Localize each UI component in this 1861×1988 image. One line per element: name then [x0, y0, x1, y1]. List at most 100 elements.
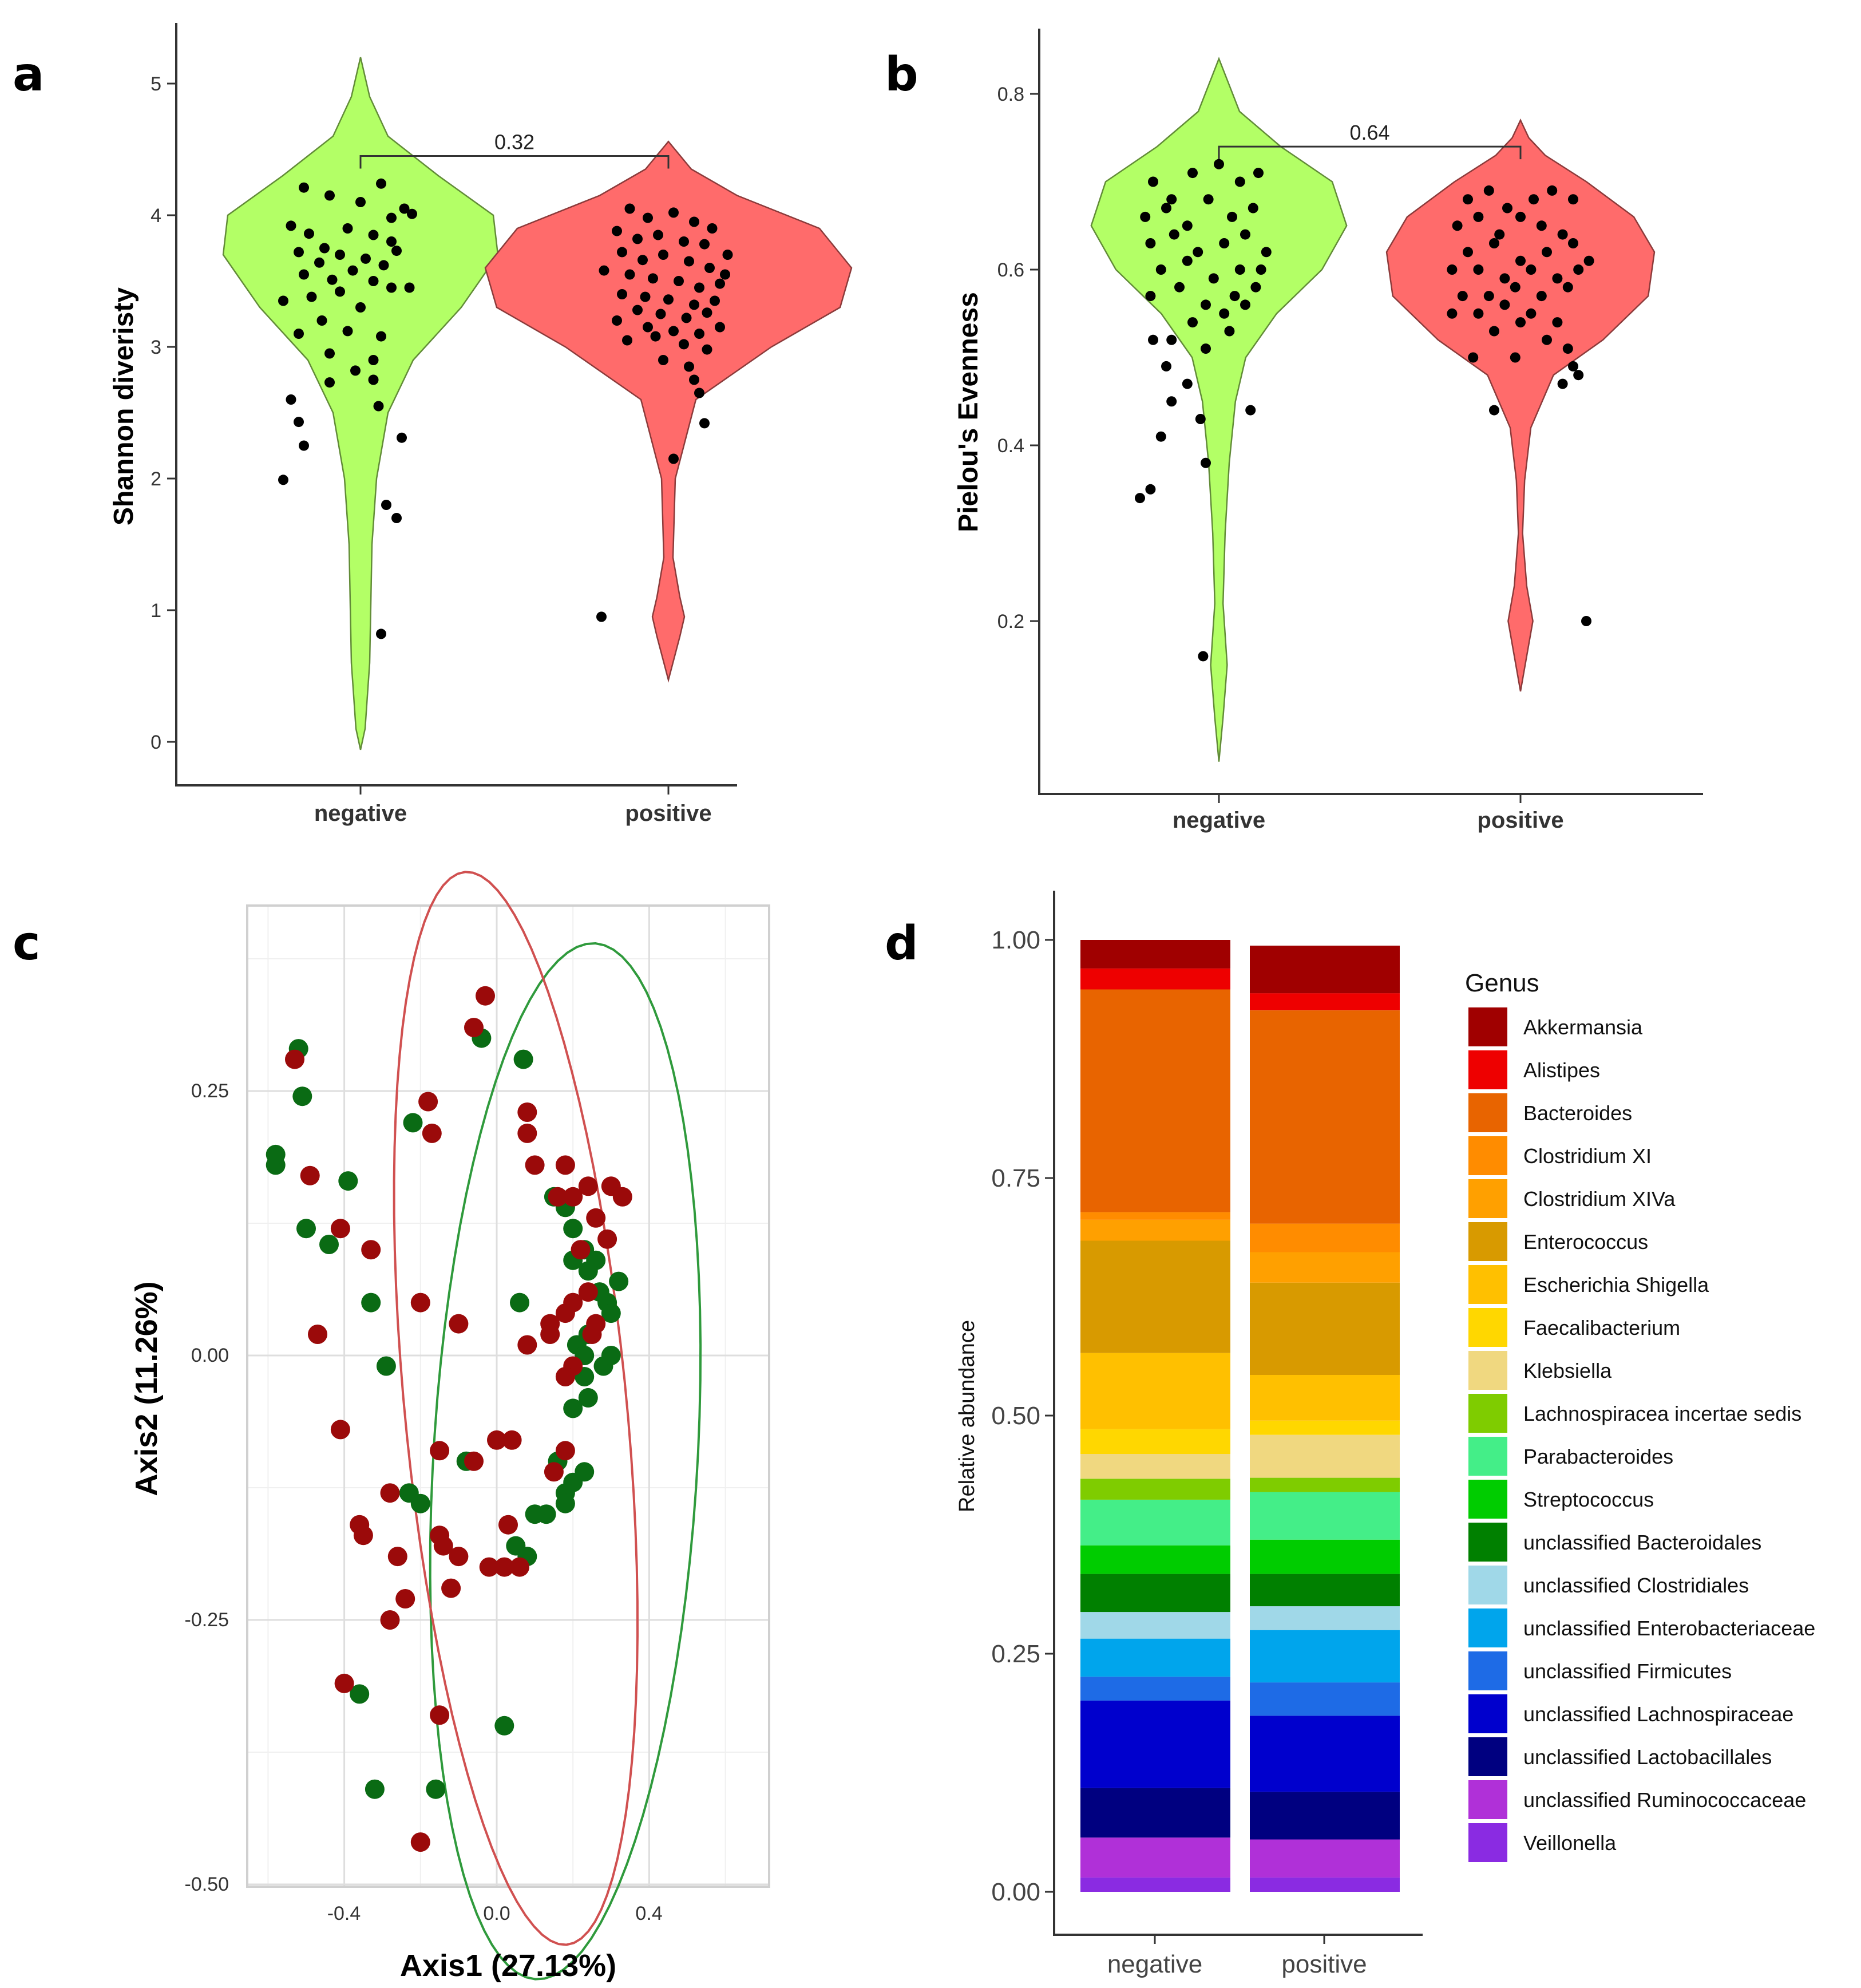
panel-d-y-axis-title: Relative abundance: [955, 1320, 979, 1512]
data-point-negative: [1182, 255, 1193, 266]
scatter-point-positive: [464, 1451, 484, 1471]
scatter-point-positive: [380, 1483, 400, 1503]
data-point-negative: [316, 315, 327, 326]
data-point-negative: [314, 257, 324, 268]
data-point-negative: [381, 500, 391, 510]
legend-item: Clostridium XIVa: [1468, 1179, 1676, 1218]
scatter-point-negative: [563, 1219, 583, 1239]
data-point-negative: [1219, 308, 1230, 319]
legend-item: Parabacteroides: [1468, 1437, 1673, 1476]
data-point-negative: [294, 247, 304, 258]
scatter-point-positive: [449, 1547, 469, 1567]
panel-a: a 0 1 2 3 4 5 negative positive Shannon …: [13, 23, 853, 826]
scatter-point-positive: [380, 1610, 400, 1630]
data-point-negative: [368, 230, 379, 240]
data-point-negative: [368, 355, 379, 365]
panel-c-x-tick-label: 0.4: [635, 1903, 662, 1924]
scatter-point-negative: [399, 1483, 419, 1503]
data-point-negative: [376, 178, 386, 189]
panel-a-y-tick-label: 5: [151, 73, 161, 95]
panel-c-y-tick-label: -0.50: [185, 1874, 229, 1895]
legend-swatch: [1468, 1050, 1507, 1089]
scatter-point-negative: [361, 1293, 381, 1313]
bar-segment: [1080, 1612, 1230, 1639]
scatter-point-positive: [544, 1462, 564, 1482]
data-point-negative: [1229, 291, 1240, 302]
scatter-point-positive: [422, 1123, 442, 1143]
bar-segment: [1080, 1219, 1230, 1241]
legend-label: unclassified Lactobacillales: [1523, 1745, 1772, 1769]
data-point-negative: [1201, 457, 1211, 468]
data-point-positive: [1562, 343, 1573, 354]
data-point-positive: [643, 322, 653, 333]
panel-b-x-tick-label: positive: [1477, 808, 1563, 833]
bar-segment: [1250, 1223, 1400, 1252]
data-point-negative: [1193, 247, 1203, 258]
panel-a-y-tick-label: 4: [151, 205, 161, 227]
data-point-positive: [617, 289, 627, 299]
bar-segment: [1250, 1420, 1400, 1435]
bar-segment: [1250, 1606, 1400, 1630]
scatter-point-negative: [296, 1219, 316, 1239]
panel-d-y-tick-label: 0.00: [991, 1878, 1040, 1906]
scatter-point-negative: [403, 1113, 423, 1133]
data-point-negative: [304, 228, 314, 239]
bar-segment: [1250, 1574, 1400, 1607]
data-point-negative: [324, 348, 335, 359]
data-point-negative: [278, 295, 288, 306]
panel-c-x-ticks: -0.4 0.0 0.4: [327, 1903, 663, 1924]
data-point-negative: [1234, 176, 1245, 187]
data-point-positive: [1552, 273, 1563, 284]
data-point-negative: [299, 269, 309, 280]
data-point-negative: [1166, 334, 1177, 345]
scatter-point-positive: [410, 1832, 430, 1852]
bar-segment: [1080, 1479, 1230, 1500]
bar-segment: [1250, 1839, 1400, 1878]
legend-label: Parabacteroides: [1523, 1445, 1673, 1468]
panel-a-x-tick-label: positive: [625, 801, 711, 826]
data-point-positive: [650, 331, 661, 342]
data-point-positive: [679, 339, 689, 350]
scatter-point-positive: [330, 1420, 350, 1440]
data-point-positive: [1547, 185, 1558, 196]
bar-segment: [1250, 1477, 1400, 1492]
scatter-point-positive: [517, 1102, 537, 1122]
data-point-positive: [1536, 291, 1547, 302]
scatter-point-positive: [494, 1557, 514, 1577]
legend-swatch: [1468, 1394, 1507, 1433]
legend-swatch: [1468, 1737, 1507, 1776]
panel-a-violins: [222, 57, 853, 750]
bar-segment: [1080, 1574, 1230, 1612]
bar-segment: [1250, 1630, 1400, 1683]
data-point-negative: [407, 208, 417, 219]
panel-a-y-tick-label: 1: [151, 600, 161, 622]
data-point-positive: [1473, 264, 1484, 275]
scatter-point-negative: [609, 1271, 629, 1291]
data-point-positive: [1515, 255, 1526, 266]
data-point-negative: [294, 417, 304, 428]
scatter-point-negative: [494, 1716, 514, 1736]
data-point-positive: [699, 418, 710, 429]
legend-label: Veillonella: [1523, 1831, 1617, 1855]
panel-c: c -0.4 0.0 0.4 0.25 0.00 -0.25 -0.50 Axi…: [13, 871, 770, 1983]
panel-a-letter: a: [13, 48, 44, 102]
panel-c-y-tick-label: 0.25: [191, 1080, 229, 1102]
legend-item: Klebsiella: [1468, 1351, 1612, 1390]
data-point-negative: [1219, 238, 1230, 248]
bar-segment: [1250, 1375, 1400, 1421]
data-point-positive: [715, 322, 725, 333]
data-point-positive: [694, 282, 704, 293]
legend-item: Alistipes: [1468, 1050, 1600, 1089]
bar-segment: [1250, 1282, 1400, 1375]
scatter-point-positive: [433, 1536, 453, 1556]
data-point-negative: [1227, 211, 1237, 222]
data-point-positive: [624, 203, 635, 214]
data-point-positive: [663, 294, 674, 305]
data-point-negative: [391, 246, 402, 256]
legend-swatch: [1468, 1179, 1507, 1218]
data-point-positive: [668, 453, 679, 464]
panel-c-x-axis-title: Axis1 (27.13%): [400, 1949, 616, 1983]
confidence-ellipse-negative: [429, 942, 702, 1981]
scatter-point-negative: [266, 1144, 286, 1164]
